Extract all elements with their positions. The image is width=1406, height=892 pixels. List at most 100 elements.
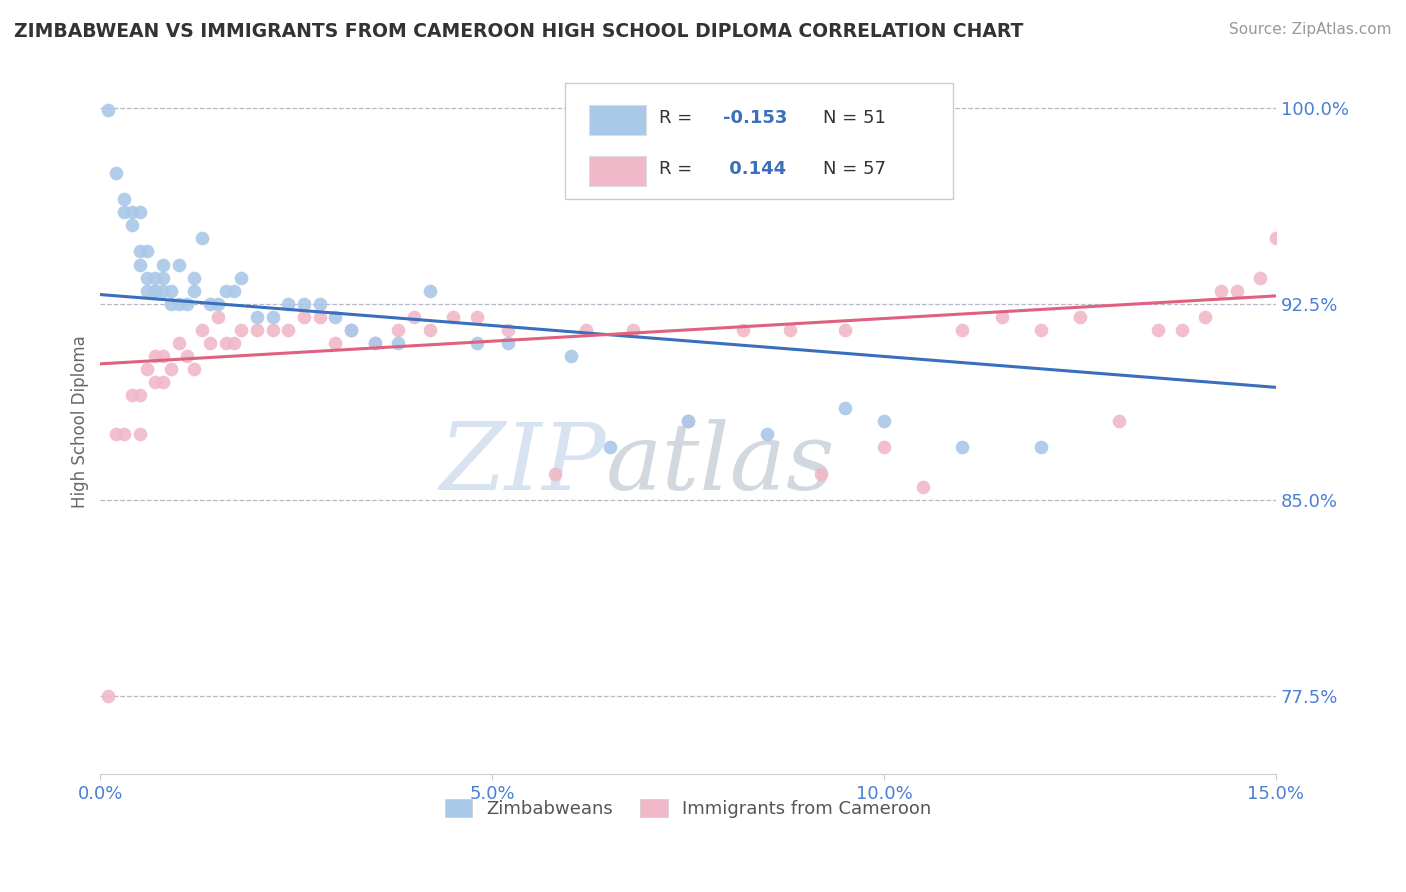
Point (262, 310, 284, 324)
Point (277, 323, 299, 337)
Point (363, 335, 385, 350)
Y-axis label: High School Diploma: High School Diploma (72, 335, 89, 508)
Point (121, 205, 143, 219)
Point (152, 284, 174, 298)
Text: N = 51: N = 51 (824, 109, 886, 127)
Point (292, 296, 315, 310)
Point (418, 284, 440, 298)
Point (136, 270, 159, 285)
Point (1226, 284, 1249, 298)
Point (231, 270, 253, 285)
Text: Source: ZipAtlas.com: Source: ZipAtlas.com (1229, 22, 1392, 37)
Point (325, 335, 347, 350)
Text: ZIMBABWEAN VS IMMIGRANTS FROM CAMEROON HIGH SCHOOL DIPLOMA CORRELATION CHART: ZIMBABWEAN VS IMMIGRANTS FROM CAMEROON H… (14, 22, 1024, 41)
Point (308, 296, 330, 310)
Point (121, 388, 143, 402)
Point (755, 427, 778, 442)
Point (198, 296, 221, 310)
Point (308, 310, 330, 324)
Point (1029, 323, 1052, 337)
Point (198, 335, 221, 350)
Point (1209, 284, 1232, 298)
Point (191, 231, 214, 245)
FancyBboxPatch shape (565, 83, 953, 199)
Point (952, 441, 974, 455)
Point (97, 103, 120, 118)
Point (912, 480, 935, 494)
Point (676, 414, 699, 428)
Text: R =: R = (659, 109, 697, 127)
Point (621, 323, 644, 337)
Point (1194, 310, 1216, 324)
Point (363, 335, 385, 350)
Point (676, 414, 699, 428)
Point (207, 310, 229, 324)
Point (560, 349, 582, 363)
Text: ZIP: ZIP (439, 418, 606, 508)
Point (143, 284, 166, 298)
Point (167, 335, 190, 350)
Point (105, 427, 128, 442)
Point (183, 270, 205, 285)
Point (441, 310, 464, 324)
Point (160, 362, 183, 376)
Point (136, 362, 159, 376)
Point (246, 310, 269, 324)
Point (1029, 441, 1052, 455)
Point (121, 219, 143, 233)
Point (143, 349, 166, 363)
Point (340, 323, 363, 337)
Point (496, 335, 519, 350)
Point (183, 362, 205, 376)
Point (599, 441, 621, 455)
Point (418, 323, 440, 337)
Point (810, 467, 832, 481)
Point (834, 323, 856, 337)
Point (731, 323, 754, 337)
FancyBboxPatch shape (589, 156, 645, 186)
Point (246, 323, 269, 337)
Point (191, 323, 214, 337)
Point (222, 284, 245, 298)
Point (143, 284, 166, 298)
Point (128, 244, 150, 259)
Point (128, 427, 150, 442)
Point (262, 323, 284, 337)
Point (160, 284, 183, 298)
Point (387, 335, 409, 350)
Point (1069, 310, 1091, 324)
Point (222, 335, 245, 350)
Point (128, 258, 150, 272)
Point (465, 335, 488, 350)
Point (402, 310, 425, 324)
Text: 0.144: 0.144 (724, 160, 786, 178)
Point (152, 258, 174, 272)
Point (97, 689, 120, 703)
Text: atlas: atlas (606, 418, 835, 508)
Point (277, 296, 299, 310)
Legend: Zimbabweans, Immigrants from Cameroon: Zimbabweans, Immigrants from Cameroon (437, 791, 938, 825)
Point (215, 335, 238, 350)
Point (952, 323, 974, 337)
Point (779, 323, 801, 337)
Point (325, 310, 347, 324)
Point (1265, 231, 1288, 245)
Point (152, 270, 174, 285)
Point (834, 401, 856, 416)
Point (152, 349, 174, 363)
Point (292, 310, 315, 324)
Point (1171, 323, 1194, 337)
Point (128, 205, 150, 219)
Point (112, 427, 135, 442)
Point (207, 296, 229, 310)
Point (105, 166, 128, 180)
Point (112, 192, 135, 206)
Text: N = 57: N = 57 (824, 160, 886, 178)
Point (136, 284, 159, 298)
Point (176, 349, 198, 363)
Point (143, 375, 166, 389)
Point (1108, 414, 1130, 428)
Point (231, 323, 253, 337)
Point (544, 467, 567, 481)
Point (183, 284, 205, 298)
